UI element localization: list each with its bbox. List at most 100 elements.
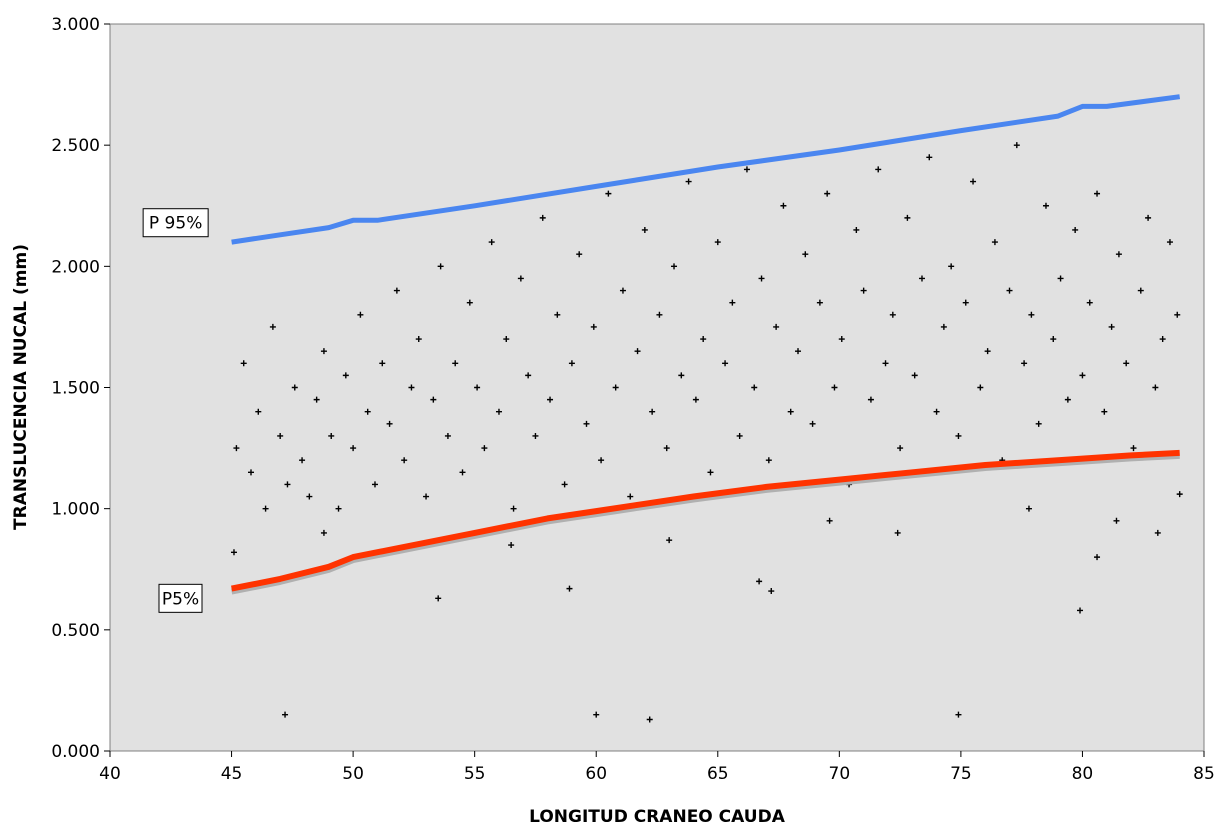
scatter-point: [940, 323, 947, 330]
scatter-point: [751, 384, 758, 391]
scatter-point: [692, 396, 699, 403]
scatter-point: [415, 336, 422, 343]
scatter-point: [466, 299, 473, 306]
scatter-point: [627, 493, 634, 500]
scatter-point: [371, 481, 378, 488]
scatter-point: [802, 251, 809, 258]
scatter-point: [678, 372, 685, 379]
scatter-point: [1115, 251, 1122, 258]
scatter-point: [700, 336, 707, 343]
scatter-point: [1035, 420, 1042, 427]
scatter-point: [437, 263, 444, 270]
scatter-point: [1042, 202, 1049, 209]
scatter-point: [897, 445, 904, 452]
scatter-point: [773, 323, 780, 330]
scatter-point: [685, 178, 692, 185]
scatter-point: [831, 384, 838, 391]
scatter-point: [795, 348, 802, 355]
scatter-point: [605, 190, 612, 197]
scatter-point: [452, 360, 459, 367]
scatter-point: [707, 469, 714, 476]
scatter-point: [495, 408, 502, 415]
scatter-point: [758, 275, 765, 282]
x-tick-label: 40: [99, 764, 121, 784]
scatter-point: [1013, 142, 1020, 149]
scatter-point: [787, 408, 794, 415]
scatter-point: [634, 348, 641, 355]
scatter-point: [1174, 311, 1181, 318]
scatter-point: [583, 420, 590, 427]
scatter-point: [838, 336, 845, 343]
scatter-point: [481, 445, 488, 452]
x-tick-label: 55: [464, 764, 486, 784]
x-tick-label: 65: [707, 764, 729, 784]
scatter-point: [1137, 287, 1144, 294]
scatter-point: [714, 239, 721, 246]
scatter-point: [1006, 287, 1013, 294]
scatter-point: [666, 537, 673, 544]
scatter-point: [911, 372, 918, 379]
scatter-point: [320, 348, 327, 355]
y-tick-label: 2.500: [51, 136, 100, 156]
scatter-point: [809, 420, 816, 427]
scatter-point: [948, 263, 955, 270]
scatter-point: [1123, 360, 1130, 367]
scatter-point: [598, 457, 605, 464]
scatter-point: [1152, 384, 1159, 391]
scatter-point: [926, 154, 933, 161]
scatter-point: [780, 202, 787, 209]
scatter-point: [1057, 275, 1064, 282]
scatter-point: [423, 493, 430, 500]
scatter-point: [408, 384, 415, 391]
scatter-point: [663, 445, 670, 452]
scatter-point: [590, 323, 597, 330]
scatter-point: [240, 360, 247, 367]
y-tick-label: 1.500: [51, 379, 100, 399]
scatter-point: [269, 323, 276, 330]
scatter-point: [1079, 372, 1086, 379]
scatter-point: [984, 348, 991, 355]
scatter-point: [853, 226, 860, 233]
p95-percentile-line: [231, 94, 1181, 245]
scatter-point: [875, 166, 882, 173]
scatter-point: [1086, 299, 1093, 306]
scatter-point: [1130, 445, 1137, 452]
scatter-point: [488, 239, 495, 246]
scatter-point: [1108, 323, 1115, 330]
scatter-point: [306, 493, 313, 500]
scatter-point: [970, 178, 977, 185]
scatter-point: [1021, 360, 1028, 367]
x-tick-label: 85: [1193, 764, 1215, 784]
scatter-point: [517, 275, 524, 282]
y-tick-label: 3.000: [51, 15, 100, 35]
scatter-point: [743, 166, 750, 173]
scatter-point: [671, 263, 678, 270]
scatter-point: [474, 384, 481, 391]
scatter-point: [729, 299, 736, 306]
scatter-point: [561, 481, 568, 488]
scatter-point: [867, 396, 874, 403]
scatter-point: [656, 311, 663, 318]
scatter-point: [262, 505, 269, 512]
scatter-point: [379, 360, 386, 367]
annotation-box: [158, 583, 203, 613]
scatter-point: [904, 214, 911, 221]
x-tick-label: 80: [1072, 764, 1094, 784]
scatter-point: [1154, 529, 1161, 536]
scatter-point: [277, 432, 284, 439]
scatter-point: [1101, 408, 1108, 415]
scatter-point: [320, 529, 327, 536]
x-tick-label: 60: [585, 764, 607, 784]
scatter-point: [430, 396, 437, 403]
scatter-point: [962, 299, 969, 306]
scatter-point: [1094, 554, 1101, 561]
scatter-point: [1028, 311, 1035, 318]
scatter-point: [508, 542, 515, 549]
y-tick-label: 1.000: [51, 500, 100, 520]
scatter-point: [291, 384, 298, 391]
scatter-point: [233, 445, 240, 452]
annotation-layer: P 95% P5%: [142, 208, 209, 613]
scatter-point: [248, 469, 255, 476]
scatter-point: [918, 275, 925, 282]
